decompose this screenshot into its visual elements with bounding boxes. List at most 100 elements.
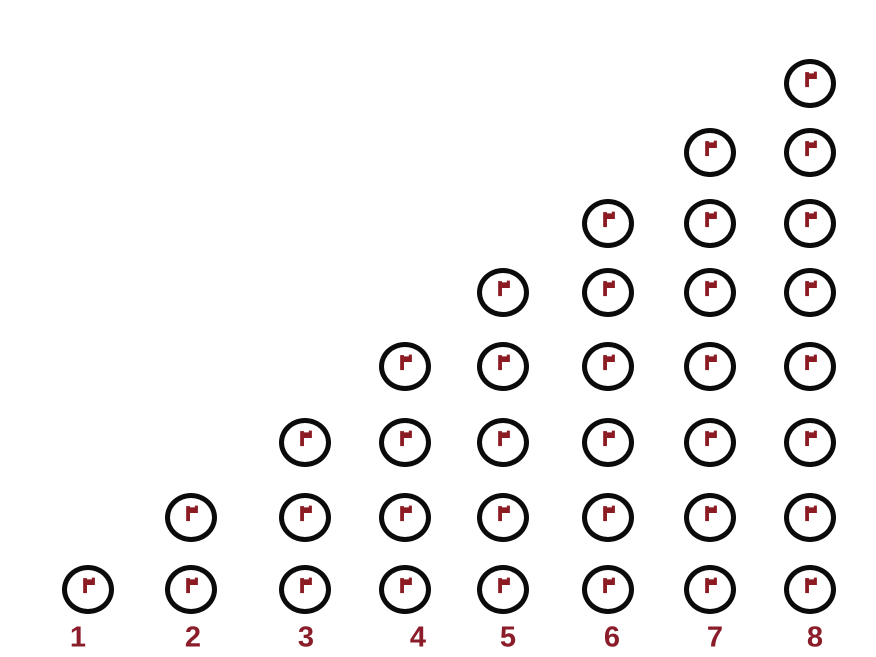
counter-circle bbox=[62, 564, 114, 614]
counter-circle bbox=[784, 492, 836, 542]
category-label: 3 bbox=[297, 621, 315, 654]
flag-pole bbox=[602, 577, 607, 593]
flag-banner bbox=[808, 354, 817, 362]
flag-pole bbox=[704, 577, 709, 593]
flag-pole bbox=[82, 577, 87, 593]
flag-banner bbox=[808, 430, 817, 438]
flag-pole bbox=[399, 354, 404, 370]
counter-circle bbox=[477, 341, 529, 391]
flag-banner bbox=[189, 577, 198, 585]
category-label: 4 bbox=[409, 621, 427, 654]
flag-pole bbox=[804, 505, 809, 521]
flag-pole bbox=[602, 280, 607, 296]
counter-circle bbox=[165, 564, 217, 614]
flag-pole bbox=[804, 280, 809, 296]
counter-circle bbox=[477, 564, 529, 614]
flag-icon bbox=[497, 577, 510, 593]
category-label: 6 bbox=[603, 621, 621, 654]
flag-pole bbox=[602, 354, 607, 370]
flag-pole bbox=[704, 354, 709, 370]
counter-circle bbox=[477, 267, 529, 317]
counter-circle bbox=[477, 492, 529, 542]
flag-banner bbox=[501, 354, 510, 362]
flag-banner bbox=[606, 280, 615, 288]
counter-circle bbox=[582, 564, 634, 614]
flag-banner bbox=[606, 354, 615, 362]
flag-pole bbox=[497, 354, 502, 370]
counter-circle bbox=[582, 492, 634, 542]
counter-circle bbox=[784, 417, 836, 467]
counter-circle bbox=[582, 198, 634, 248]
flag-icon bbox=[399, 430, 412, 446]
flag-icon bbox=[804, 280, 817, 296]
counter-circle bbox=[784, 267, 836, 317]
flag-banner bbox=[808, 71, 817, 79]
flag-banner bbox=[708, 505, 717, 513]
flag-icon bbox=[704, 354, 717, 370]
counter-circle bbox=[784, 564, 836, 614]
flag-pole bbox=[497, 505, 502, 521]
flag-icon bbox=[804, 71, 817, 87]
flag-icon bbox=[804, 430, 817, 446]
flag-banner bbox=[403, 505, 412, 513]
flag-banner bbox=[189, 505, 198, 513]
flag-banner bbox=[808, 140, 817, 148]
flag-banner bbox=[708, 280, 717, 288]
flag-banner bbox=[708, 430, 717, 438]
counter-circle bbox=[684, 417, 736, 467]
flag-icon bbox=[704, 505, 717, 521]
counter-circle bbox=[165, 492, 217, 542]
flag-banner bbox=[303, 430, 312, 438]
flag-banner bbox=[808, 280, 817, 288]
counter-circle bbox=[684, 341, 736, 391]
flag-pole bbox=[185, 505, 190, 521]
counter-circle bbox=[684, 492, 736, 542]
counter-circle bbox=[582, 341, 634, 391]
flag-pole bbox=[704, 430, 709, 446]
flag-icon bbox=[82, 577, 95, 593]
flag-icon bbox=[804, 140, 817, 156]
flag-pole bbox=[704, 211, 709, 227]
flag-banner bbox=[403, 354, 412, 362]
flag-banner bbox=[501, 280, 510, 288]
flag-pole bbox=[602, 211, 607, 227]
flag-pole bbox=[299, 577, 304, 593]
counter-circle bbox=[379, 492, 431, 542]
flag-pole bbox=[185, 577, 190, 593]
counter-circle bbox=[684, 267, 736, 317]
flag-pole bbox=[602, 505, 607, 521]
flag-banner bbox=[403, 430, 412, 438]
flag-pole bbox=[299, 505, 304, 521]
flag-pole bbox=[399, 430, 404, 446]
flag-pole bbox=[804, 577, 809, 593]
flag-icon bbox=[497, 354, 510, 370]
flag-banner bbox=[403, 577, 412, 585]
flag-icon bbox=[704, 211, 717, 227]
flag-icon bbox=[704, 577, 717, 593]
counter-circle bbox=[582, 417, 634, 467]
flag-icon bbox=[497, 505, 510, 521]
flag-banner bbox=[808, 505, 817, 513]
flag-icon bbox=[804, 211, 817, 227]
flag-banner bbox=[808, 577, 817, 585]
flag-banner bbox=[501, 430, 510, 438]
flag-banner bbox=[501, 505, 510, 513]
flag-icon bbox=[804, 354, 817, 370]
counter-circle bbox=[379, 564, 431, 614]
counter-circle bbox=[784, 198, 836, 248]
flag-icon bbox=[602, 505, 615, 521]
category-label: 2 bbox=[184, 621, 202, 654]
flag-icon bbox=[299, 505, 312, 521]
flag-banner bbox=[808, 211, 817, 219]
flag-icon bbox=[804, 505, 817, 521]
flag-icon bbox=[399, 577, 412, 593]
category-label: 1 bbox=[69, 621, 87, 654]
flag-icon bbox=[299, 577, 312, 593]
counter-circle bbox=[684, 564, 736, 614]
flag-icon bbox=[602, 211, 615, 227]
flag-pole bbox=[804, 71, 809, 87]
flag-icon bbox=[602, 354, 615, 370]
flag-pole bbox=[399, 505, 404, 521]
flag-pole bbox=[804, 354, 809, 370]
flag-banner bbox=[606, 211, 615, 219]
